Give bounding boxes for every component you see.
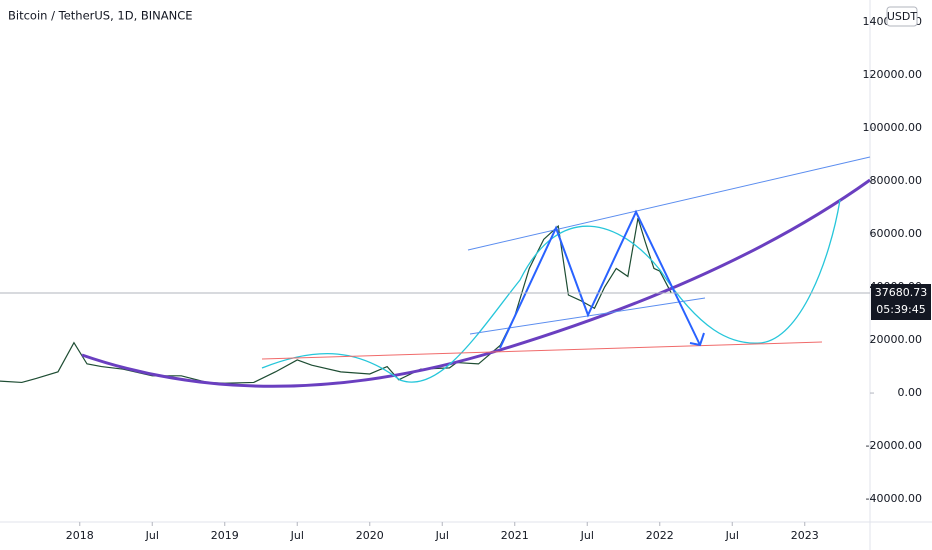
- x-tick-label: 2019: [211, 529, 239, 542]
- x-tick-label: Jul: [290, 529, 304, 542]
- y-tick-label: 80000.00: [870, 174, 923, 187]
- last-price-tag: [871, 284, 931, 320]
- currency-label: USDT: [887, 10, 918, 23]
- x-tick-label: 2020: [356, 529, 384, 542]
- last-price-label: 37680.73: [875, 286, 928, 299]
- y-tick-label: -20000.00: [866, 439, 922, 452]
- x-tick-label: 2018: [66, 529, 94, 542]
- x-tick-label: Jul: [580, 529, 594, 542]
- channel-top: [467, 156, 871, 251]
- plot-area: [0, 217, 672, 384]
- support-line: [261, 341, 823, 360]
- x-tick-label: Jul: [435, 529, 449, 542]
- countdown: 05:39:45: [876, 303, 925, 316]
- y-tick-label: 120000.00: [863, 68, 923, 81]
- x-tick-label: Jul: [145, 529, 159, 542]
- y-tick-label: 60000.00: [870, 227, 923, 240]
- x-tick-label: Jul: [725, 529, 739, 542]
- x-tick-label: 2023: [791, 529, 819, 542]
- y-tick-label: 0.00: [898, 386, 923, 399]
- x-tick-label: 2022: [646, 529, 674, 542]
- y-tick-label: 20000.00: [870, 333, 923, 346]
- price-line: [0, 217, 672, 384]
- arrow-head: [689, 332, 705, 347]
- currency-badge[interactable]: [886, 6, 918, 27]
- x-tick-label: 2021: [501, 529, 529, 542]
- pattern-arrow: [499, 209, 701, 349]
- purple-arc: [81, 178, 871, 388]
- chart-title: Bitcoin / TetherUS, 1D, BINANCE: [8, 9, 193, 23]
- y-tick-label: 100000.00: [863, 121, 923, 134]
- cyan-curve: [261, 199, 841, 383]
- y-tick-label: -40000.00: [866, 492, 922, 505]
